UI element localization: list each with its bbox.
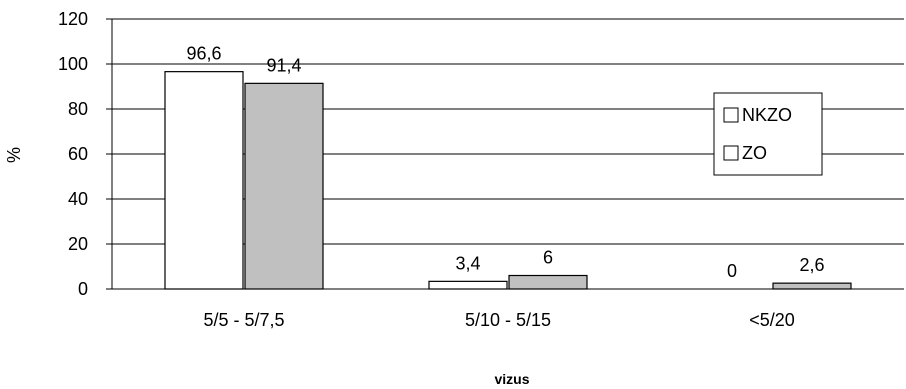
bars xyxy=(164,71,852,290)
y-tick-label: 80 xyxy=(68,99,88,119)
x-category-labels: 5/5 - 5/7,5 5/10 - 5/15 <5/20 xyxy=(203,310,794,330)
y-tick-label: 0 xyxy=(78,279,88,299)
legend: NKZO ZO xyxy=(713,92,823,176)
bar-zo xyxy=(772,282,852,290)
legend-box xyxy=(713,92,823,176)
bar-nkzo xyxy=(164,71,244,290)
data-label: 0 xyxy=(727,261,737,281)
data-labels: 96,6 91,4 3,4 6 0 2,6 xyxy=(186,44,824,281)
x-category-label: 5/10 - 5/15 xyxy=(465,310,551,330)
legend-label-zo: ZO xyxy=(742,143,767,163)
data-label: 91,4 xyxy=(266,55,301,75)
data-label: 96,6 xyxy=(186,44,221,64)
y-tick-labels: 0 20 40 60 80 100 120 xyxy=(58,9,112,299)
y-tick-label: 20 xyxy=(68,234,88,254)
gridlines xyxy=(112,18,904,245)
legend-swatch-nkzo xyxy=(723,107,739,123)
y-tick-label: 40 xyxy=(68,189,88,209)
x-axis-title: vizus xyxy=(494,371,529,387)
y-tick-label: 60 xyxy=(68,144,88,164)
data-label: 3,4 xyxy=(455,253,480,273)
y-tick-label: 100 xyxy=(58,54,88,74)
data-label: 6 xyxy=(543,248,553,268)
y-axis-title: % xyxy=(4,147,24,163)
legend-swatch-zo xyxy=(723,145,739,161)
y-tick-label: 120 xyxy=(58,9,88,29)
x-category-label: 5/5 - 5/7,5 xyxy=(203,310,284,330)
data-label: 2,6 xyxy=(799,255,824,275)
x-category-label: <5/20 xyxy=(749,310,795,330)
legend-label-nkzo: NKZO xyxy=(742,105,792,125)
bar-zo xyxy=(244,82,324,290)
bar-zo xyxy=(508,274,588,290)
bar-nkzo xyxy=(428,280,508,290)
